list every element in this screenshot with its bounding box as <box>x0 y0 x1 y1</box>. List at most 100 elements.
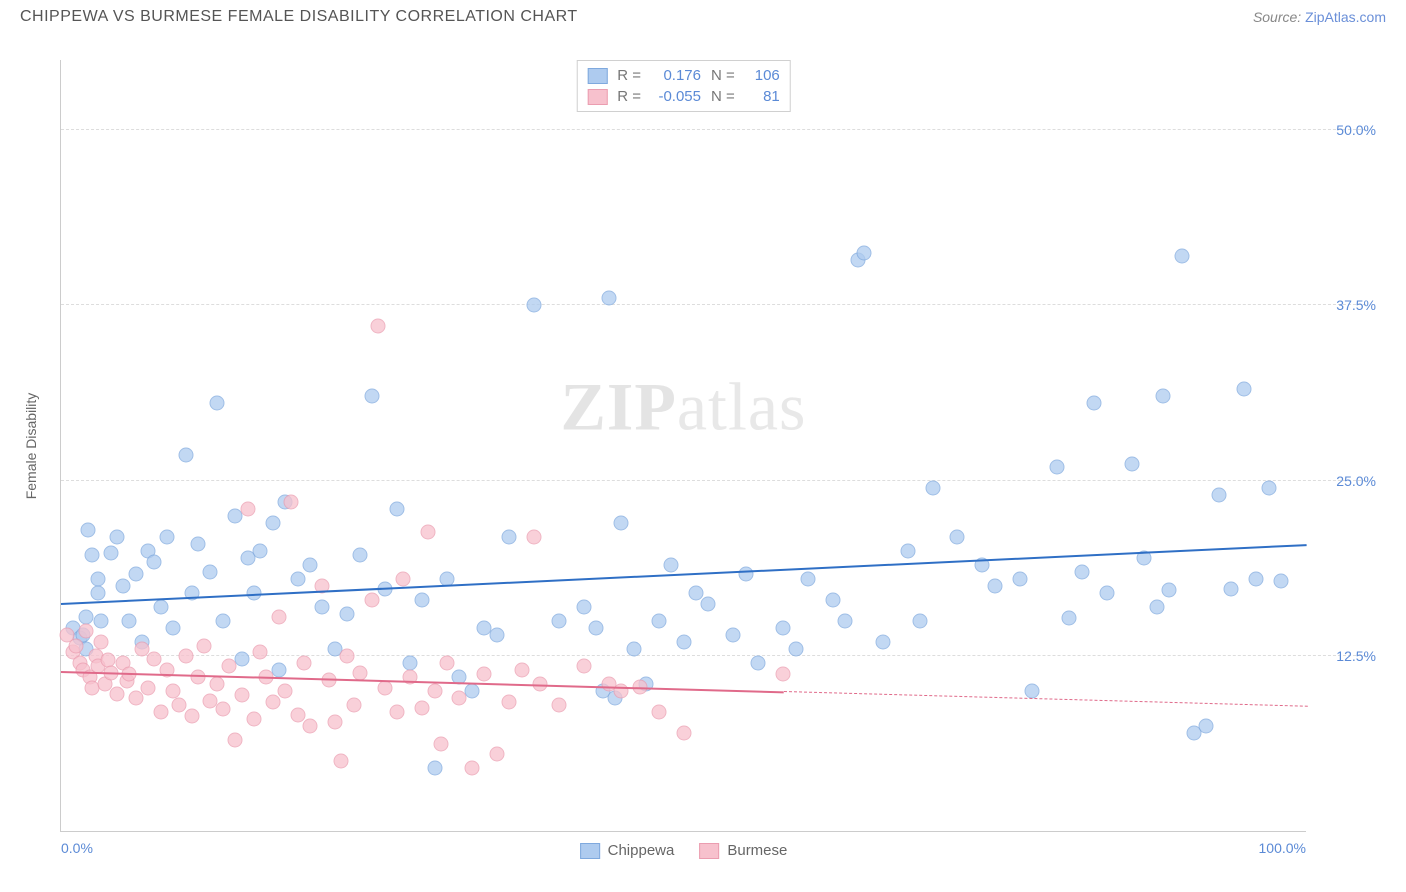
data-point <box>664 557 679 572</box>
data-point <box>265 515 280 530</box>
data-point <box>110 529 125 544</box>
data-point <box>197 638 212 653</box>
stats-legend-row: R =0.176N =106 <box>587 65 780 86</box>
data-point <box>415 700 430 715</box>
watermark: ZIPatlas <box>561 367 807 446</box>
data-point <box>415 592 430 607</box>
data-point <box>477 667 492 682</box>
data-point <box>738 567 753 582</box>
data-point <box>128 567 143 582</box>
data-point <box>1249 571 1264 586</box>
n-value: 106 <box>745 67 780 84</box>
legend-item: Chippewa <box>580 842 675 859</box>
data-point <box>103 546 118 561</box>
gridline <box>61 129 1366 130</box>
y-tick-label: 50.0% <box>1316 122 1376 138</box>
legend-swatch <box>587 89 607 105</box>
data-point <box>78 623 93 638</box>
data-point <box>141 681 156 696</box>
data-point <box>377 681 392 696</box>
data-point <box>246 711 261 726</box>
data-point <box>489 627 504 642</box>
data-point <box>1261 480 1276 495</box>
data-point <box>153 704 168 719</box>
data-point <box>91 571 106 586</box>
data-point <box>271 609 286 624</box>
data-point <box>93 613 108 628</box>
plot-area: ZIPatlas Female Disability R =0.176N =10… <box>60 60 1306 832</box>
data-point <box>1099 585 1114 600</box>
data-point <box>178 448 193 463</box>
data-point <box>1174 249 1189 264</box>
data-point <box>296 655 311 670</box>
data-point <box>172 697 187 712</box>
data-point <box>1211 487 1226 502</box>
data-point <box>1199 718 1214 733</box>
data-point <box>514 662 529 677</box>
data-point <box>215 613 230 628</box>
data-point <box>776 620 791 635</box>
bottom-legend: Chippewa Burmese <box>580 842 788 859</box>
legend-label: Burmese <box>727 842 787 859</box>
data-point <box>1074 564 1089 579</box>
legend-item: Burmese <box>699 842 787 859</box>
data-point <box>116 578 131 593</box>
data-point <box>265 695 280 710</box>
data-point <box>751 655 766 670</box>
legend-swatch <box>699 843 719 859</box>
data-point <box>153 599 168 614</box>
data-point <box>1274 574 1289 589</box>
data-point <box>1087 396 1102 411</box>
data-point <box>303 718 318 733</box>
y-tick-label: 37.5% <box>1316 297 1376 313</box>
data-point <box>390 501 405 516</box>
data-point <box>427 760 442 775</box>
data-point <box>1025 683 1040 698</box>
data-point <box>85 547 100 562</box>
source-link[interactable]: ZipAtlas.com <box>1305 9 1386 25</box>
data-point <box>589 620 604 635</box>
data-point <box>228 732 243 747</box>
data-point <box>203 564 218 579</box>
chart-container: ZIPatlas Female Disability R =0.176N =10… <box>20 40 1386 872</box>
data-point <box>838 613 853 628</box>
data-point <box>346 697 361 712</box>
data-point <box>365 592 380 607</box>
data-point <box>340 606 355 621</box>
data-point <box>857 246 872 261</box>
data-point <box>209 396 224 411</box>
data-point <box>222 658 237 673</box>
data-point <box>1224 581 1239 596</box>
data-point <box>91 585 106 600</box>
data-point <box>390 704 405 719</box>
y-axis-label: Female Disability <box>23 392 39 499</box>
data-point <box>93 634 108 649</box>
data-point <box>327 714 342 729</box>
data-point <box>234 688 249 703</box>
data-point <box>253 644 268 659</box>
data-point <box>166 620 181 635</box>
data-point <box>626 641 641 656</box>
data-point <box>190 536 205 551</box>
data-point <box>315 599 330 614</box>
r-label: R = <box>617 88 641 105</box>
y-tick-label: 12.5% <box>1316 648 1376 664</box>
data-point <box>128 690 143 705</box>
data-point <box>240 501 255 516</box>
data-point <box>801 571 816 586</box>
data-point <box>825 592 840 607</box>
data-point <box>527 298 542 313</box>
data-point <box>421 525 436 540</box>
data-point <box>290 707 305 722</box>
data-point <box>676 725 691 740</box>
data-point <box>527 529 542 544</box>
data-point <box>900 543 915 558</box>
data-point <box>651 613 666 628</box>
data-point <box>1236 382 1251 397</box>
chart-title: CHIPPEWA VS BURMESE FEMALE DISABILITY CO… <box>20 8 578 26</box>
stats-legend-row: R =-0.055N =81 <box>587 86 780 107</box>
legend-swatch <box>587 68 607 84</box>
data-point <box>1149 599 1164 614</box>
data-point <box>925 480 940 495</box>
data-point <box>215 702 230 717</box>
